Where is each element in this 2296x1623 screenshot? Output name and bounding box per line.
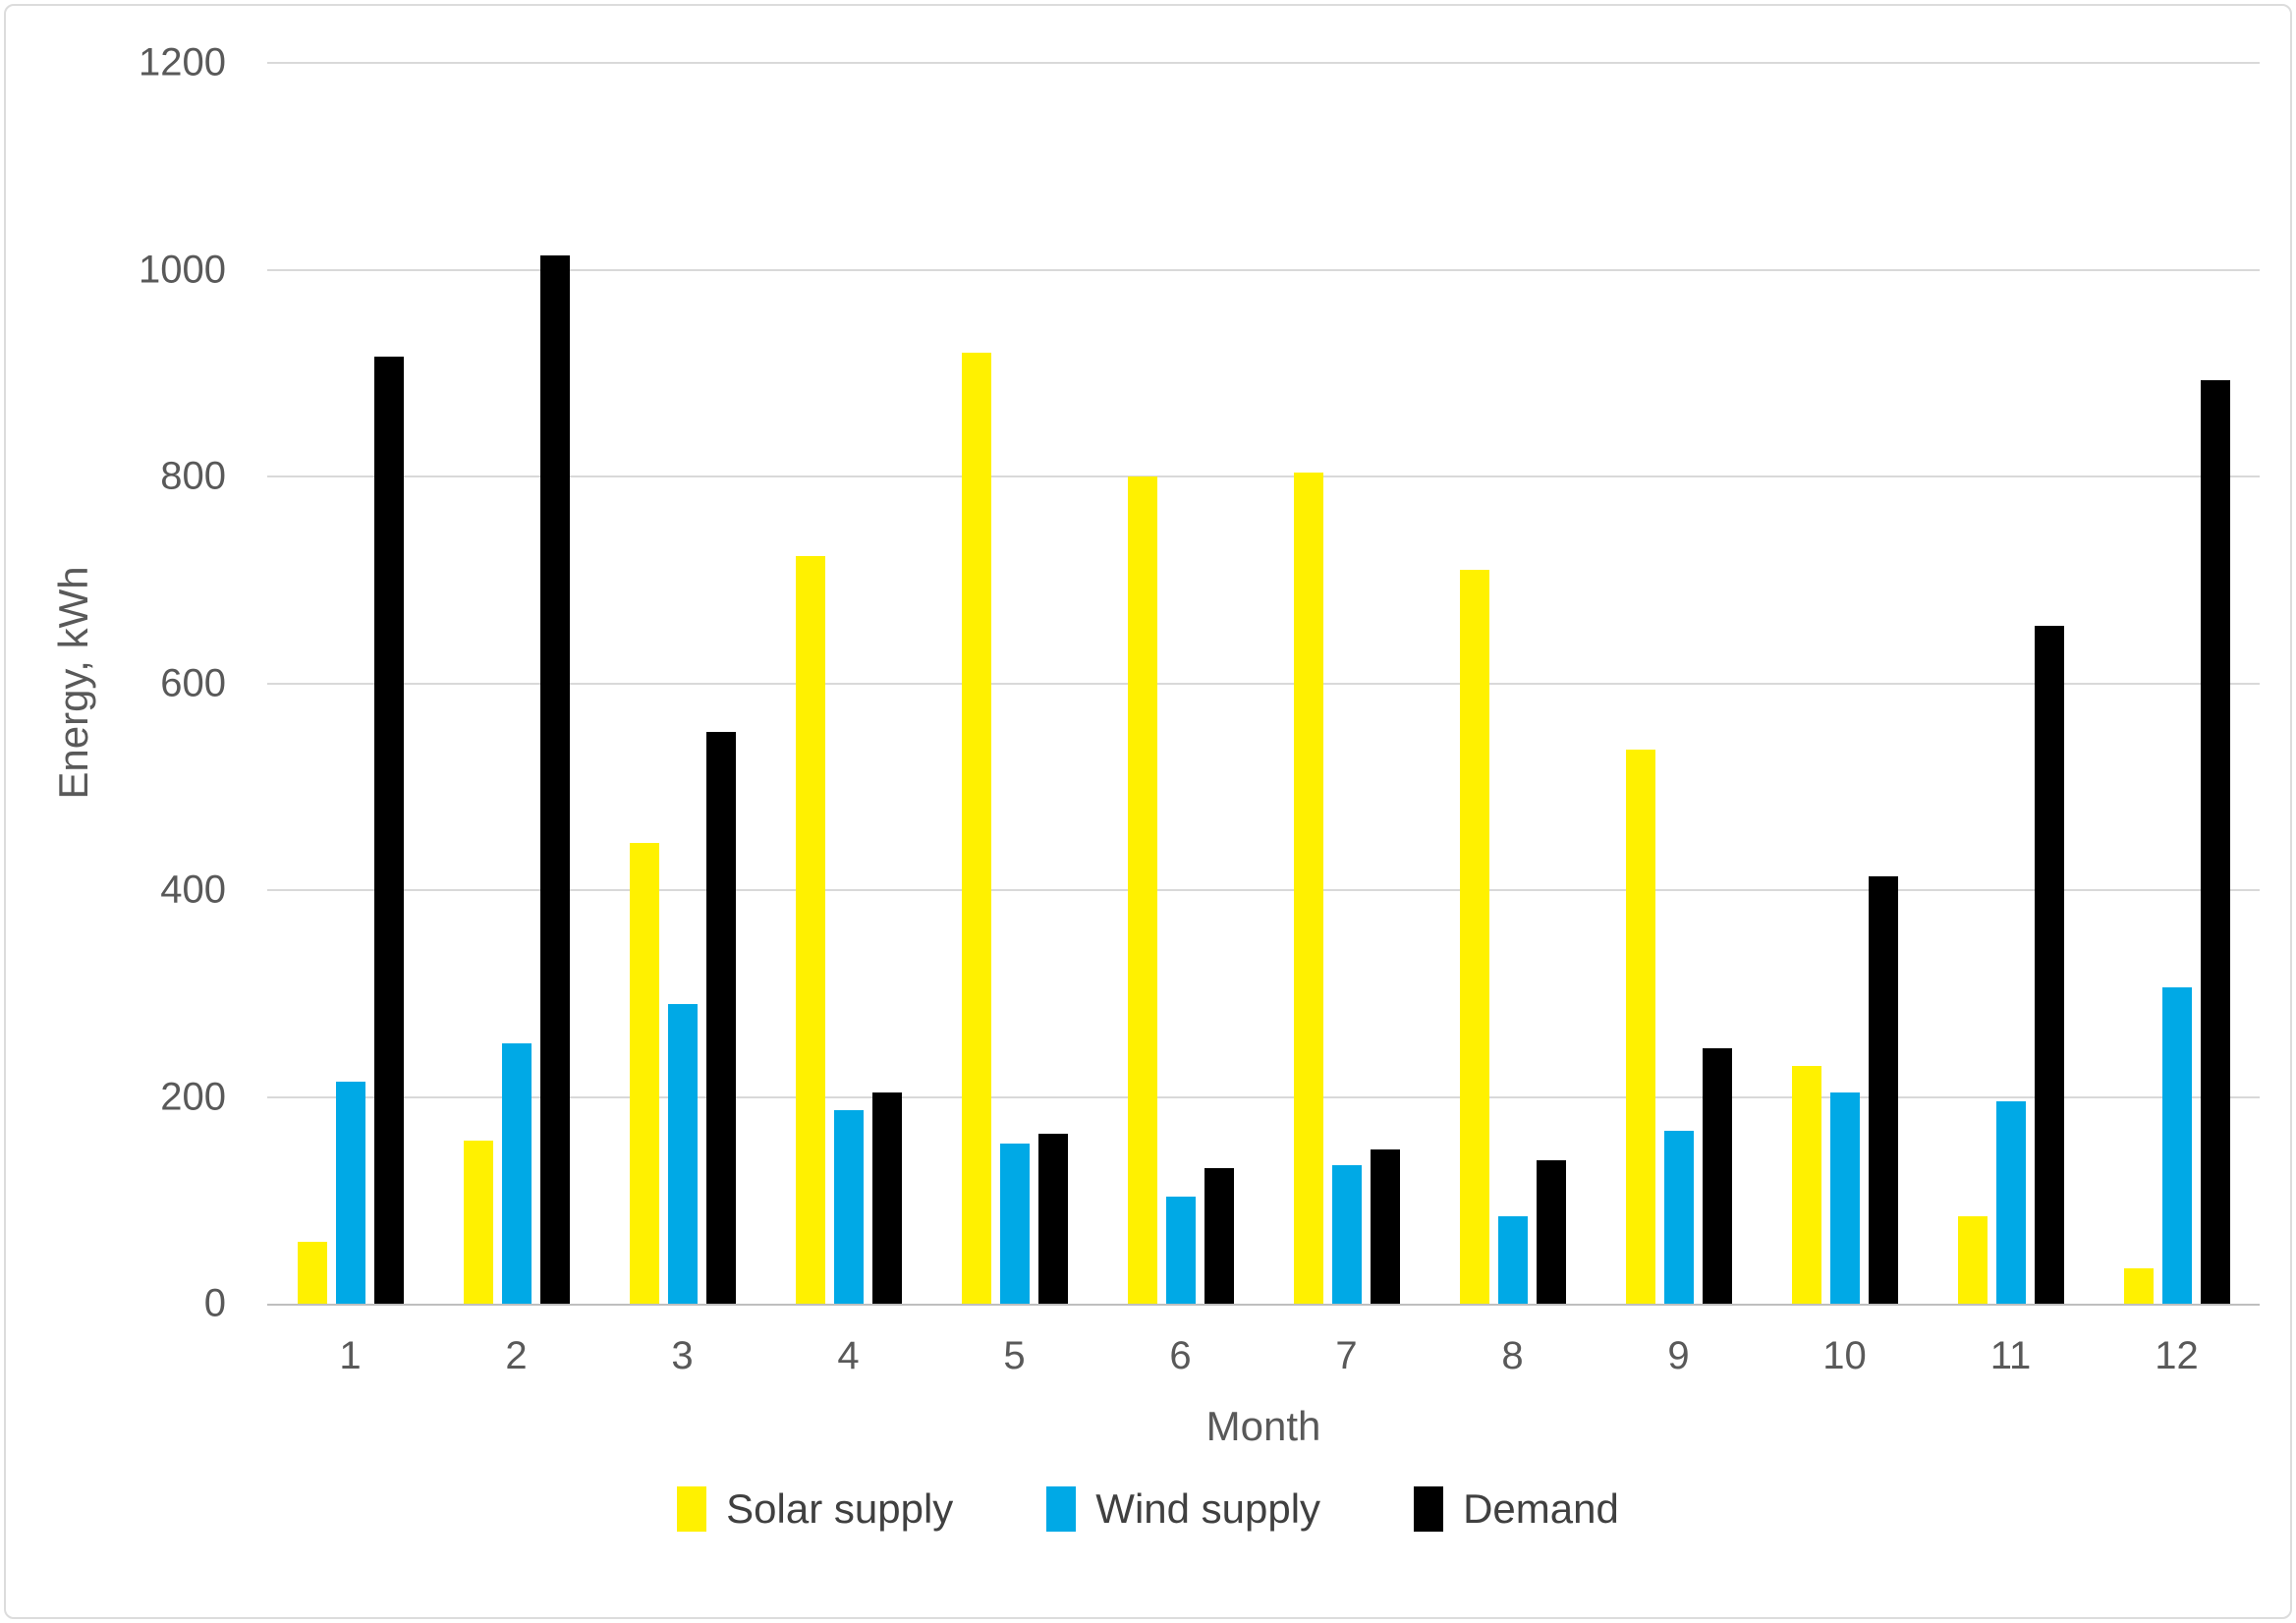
bar-demand-month-6 xyxy=(1204,1168,1234,1304)
month-group-1 xyxy=(267,63,433,1304)
month-group-5 xyxy=(931,63,1097,1304)
legend-swatch-demand xyxy=(1414,1486,1444,1532)
month-group-12 xyxy=(2094,63,2260,1304)
gridline-600 xyxy=(267,682,2260,685)
month-group-9 xyxy=(1596,63,1762,1304)
legend-swatch-wind-supply xyxy=(1046,1486,1077,1532)
bar-demand-month-9 xyxy=(1702,1048,1732,1304)
bar-solar-supply-month-5 xyxy=(961,352,991,1304)
month-group-7 xyxy=(1263,63,1429,1304)
bar-demand-month-1 xyxy=(373,356,404,1304)
bar-solar-supply-month-1 xyxy=(297,1241,327,1304)
bar-solar-supply-month-10 xyxy=(1791,1065,1821,1304)
bar-wind-supply-month-1 xyxy=(335,1081,365,1304)
y-tick-label-200: 200 xyxy=(160,1075,226,1118)
bar-wind-supply-month-7 xyxy=(1331,1164,1362,1304)
y-tick-label-600: 600 xyxy=(160,661,226,704)
gridline-1200 xyxy=(267,62,2260,64)
month-group-8 xyxy=(1429,63,1596,1304)
legend-swatch-solar-supply xyxy=(677,1486,707,1532)
legend-item-wind-supply: Wind supply xyxy=(1046,1485,1320,1533)
bar-solar-supply-month-3 xyxy=(629,842,659,1304)
bar-demand-month-12 xyxy=(2200,380,2230,1304)
x-tick-label-12: 12 xyxy=(2155,1334,2199,1377)
bar-wind-supply-month-6 xyxy=(1165,1196,1196,1304)
legend-label-solar-supply: Solar supply xyxy=(726,1485,954,1532)
bar-solar-supply-month-6 xyxy=(1127,476,1157,1304)
x-tick-label-9: 9 xyxy=(1667,1334,1690,1377)
x-tick-label-11: 11 xyxy=(1989,1334,2032,1377)
bar-solar-supply-month-7 xyxy=(1293,472,1323,1304)
y-tick-label-1000: 1000 xyxy=(139,248,226,291)
month-group-3 xyxy=(599,63,765,1304)
x-tick-label-8: 8 xyxy=(1501,1334,1524,1377)
gridline-400 xyxy=(267,889,2260,891)
x-tick-label-6: 6 xyxy=(1169,1334,1192,1377)
y-tick-label-800: 800 xyxy=(160,454,226,498)
legend-item-demand: Demand xyxy=(1414,1485,1619,1533)
bar-wind-supply-month-3 xyxy=(667,1003,698,1304)
month-group-11 xyxy=(1928,63,2094,1304)
x-tick-label-3: 3 xyxy=(671,1334,694,1377)
bar-solar-supply-month-8 xyxy=(1459,569,1489,1304)
legend-label-demand: Demand xyxy=(1463,1485,1619,1532)
y-tick-label-1200: 1200 xyxy=(139,40,226,84)
bar-solar-supply-month-9 xyxy=(1625,749,1655,1304)
x-tick-label-10: 10 xyxy=(1822,1334,1867,1377)
legend: Solar supply Wind supply Demand xyxy=(0,1485,2296,1533)
month-group-10 xyxy=(1762,63,1928,1304)
bar-wind-supply-month-4 xyxy=(833,1110,864,1304)
bar-demand-month-4 xyxy=(871,1092,902,1304)
gridline-1000 xyxy=(267,268,2260,271)
bar-wind-supply-month-12 xyxy=(2161,986,2192,1304)
bar-demand-month-8 xyxy=(1536,1159,1566,1304)
bar-solar-supply-month-12 xyxy=(2123,1268,2154,1304)
y-tick-label-0: 0 xyxy=(203,1281,226,1325)
bar-wind-supply-month-10 xyxy=(1829,1092,1860,1304)
bar-wind-supply-month-2 xyxy=(501,1042,532,1304)
gridline-800 xyxy=(267,476,2260,477)
bar-wind-supply-month-8 xyxy=(1497,1215,1528,1304)
bar-demand-month-11 xyxy=(2034,625,2064,1304)
bar-demand-month-2 xyxy=(539,254,570,1304)
bar-wind-supply-month-11 xyxy=(1995,1100,2026,1304)
month-group-4 xyxy=(765,63,931,1304)
x-tick-label-1: 1 xyxy=(339,1334,362,1377)
bar-wind-supply-month-9 xyxy=(1663,1131,1694,1304)
bar-wind-supply-month-5 xyxy=(999,1143,1030,1304)
month-group-6 xyxy=(1097,63,1263,1304)
y-tick-label-400: 400 xyxy=(160,867,226,912)
month-group-2 xyxy=(433,63,599,1304)
gridline-200 xyxy=(267,1095,2260,1098)
bar-demand-month-3 xyxy=(705,731,736,1304)
bar-demand-month-5 xyxy=(1037,1134,1068,1304)
bar-solar-supply-month-4 xyxy=(795,556,825,1304)
bar-solar-supply-month-11 xyxy=(1957,1215,1988,1304)
bar-solar-supply-month-2 xyxy=(463,1140,493,1304)
bar-demand-month-7 xyxy=(1370,1149,1400,1304)
plot-area xyxy=(267,62,2260,1306)
legend-item-solar-supply: Solar supply xyxy=(677,1485,953,1533)
x-tick-label-2: 2 xyxy=(505,1334,528,1377)
legend-label-wind-supply: Wind supply xyxy=(1095,1485,1321,1532)
bar-demand-month-10 xyxy=(1868,876,1898,1304)
x-tick-label-4: 4 xyxy=(837,1334,860,1377)
x-axis-title: Month xyxy=(1205,1403,1321,1449)
x-tick-label-7: 7 xyxy=(1335,1334,1358,1377)
x-tick-label-5: 5 xyxy=(1003,1334,1026,1377)
